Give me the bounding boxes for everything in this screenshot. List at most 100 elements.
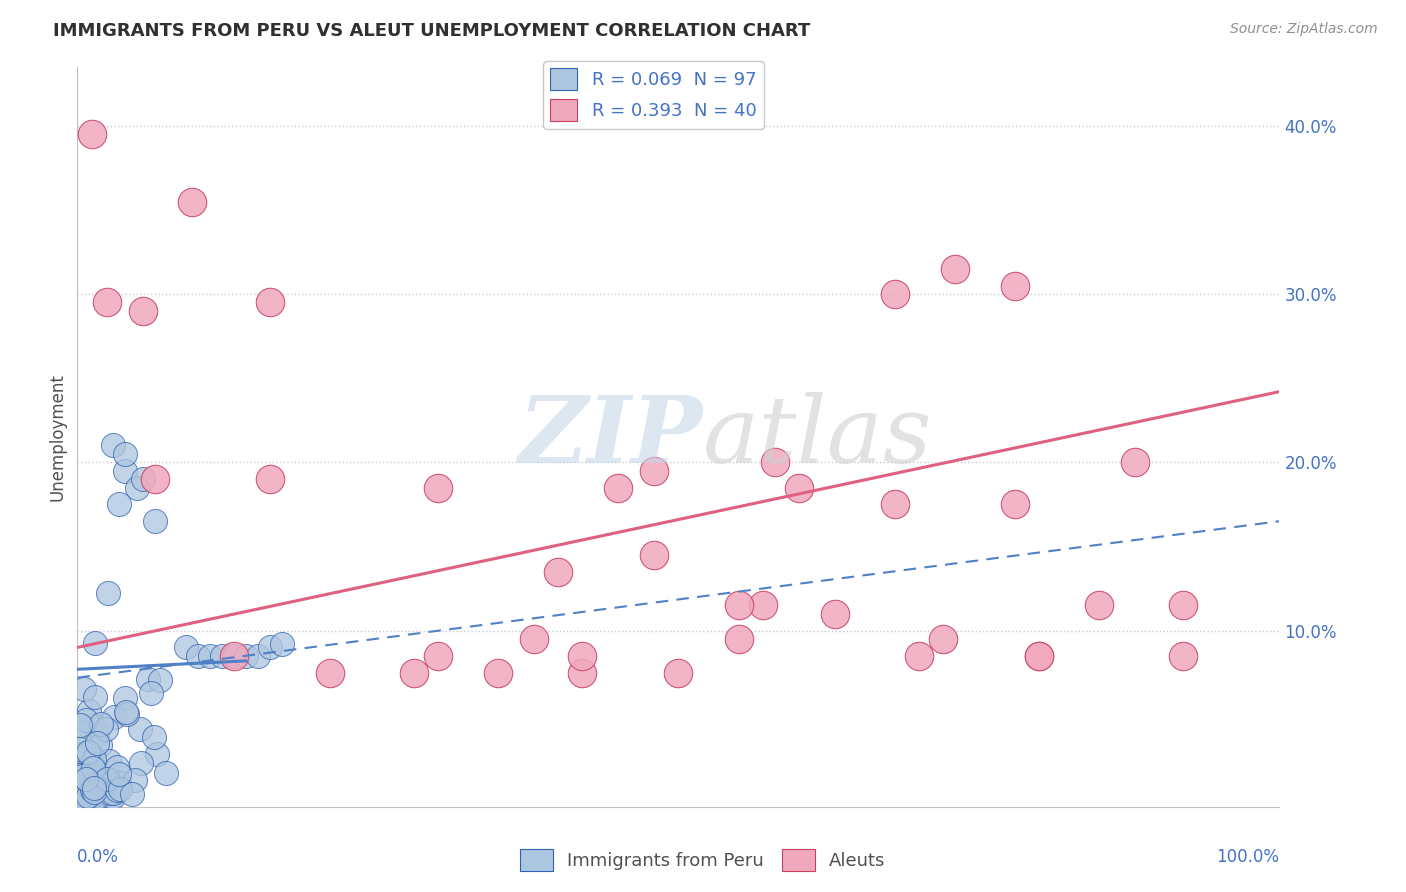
Point <box>246 648 269 663</box>
Point <box>75 714 97 728</box>
Legend: Immigrants from Peru, Aleuts: Immigrants from Peru, Aleuts <box>513 842 893 879</box>
Point <box>79 758 101 772</box>
Point <box>86 736 108 750</box>
Point <box>83 780 105 795</box>
Point <box>70 769 93 783</box>
Point <box>1088 599 1111 613</box>
Point <box>427 648 450 663</box>
Point <box>763 455 786 469</box>
Point <box>100 790 122 805</box>
Point <box>73 681 96 696</box>
Point <box>270 637 292 651</box>
Point <box>259 472 281 486</box>
Point <box>132 472 155 486</box>
Point <box>259 640 281 655</box>
Point <box>108 782 131 797</box>
Point <box>751 599 773 613</box>
Point <box>83 760 105 774</box>
Point <box>96 772 118 786</box>
Point <box>180 194 202 209</box>
Point <box>668 665 690 680</box>
Point <box>1028 648 1050 663</box>
Point <box>607 481 630 495</box>
Point <box>80 789 103 803</box>
Point <box>77 745 100 759</box>
Point <box>76 789 98 803</box>
Text: 100.0%: 100.0% <box>1216 848 1279 866</box>
Point <box>145 514 167 528</box>
Point <box>90 717 112 731</box>
Point <box>69 780 91 795</box>
Point <box>149 673 172 687</box>
Point <box>222 648 245 663</box>
Point <box>1004 497 1026 511</box>
Point <box>83 778 105 792</box>
Point <box>69 768 91 782</box>
Point <box>80 760 103 774</box>
Point <box>84 636 107 650</box>
Point <box>571 648 593 663</box>
Point <box>943 261 966 276</box>
Point <box>643 464 665 478</box>
Point <box>105 759 128 773</box>
Point <box>86 775 108 789</box>
Text: ZIP: ZIP <box>519 392 703 482</box>
Point <box>86 728 108 742</box>
Point <box>136 672 159 686</box>
Point <box>76 767 98 781</box>
Point <box>80 778 103 792</box>
Point <box>79 778 101 792</box>
Point <box>143 730 166 744</box>
Point <box>155 766 177 780</box>
Point <box>121 787 143 801</box>
Point <box>90 780 112 795</box>
Point <box>80 127 103 141</box>
Point <box>129 723 152 737</box>
Point <box>932 632 955 646</box>
Point <box>1173 599 1195 613</box>
Point <box>211 648 233 663</box>
Point <box>82 761 104 775</box>
Point <box>108 776 131 790</box>
Point <box>76 790 98 805</box>
Point <box>547 565 569 579</box>
Point <box>114 690 136 705</box>
Point <box>883 287 905 301</box>
Point <box>115 707 138 722</box>
Point <box>96 295 118 310</box>
Point <box>96 790 118 805</box>
Point <box>79 704 101 718</box>
Point <box>114 464 136 478</box>
Point <box>76 772 98 787</box>
Point <box>115 705 138 719</box>
Point <box>1028 648 1050 663</box>
Point <box>75 772 97 787</box>
Point <box>70 784 93 798</box>
Point <box>105 782 128 797</box>
Point <box>80 772 103 787</box>
Point <box>486 665 509 680</box>
Point <box>69 741 91 756</box>
Point <box>908 648 931 663</box>
Point <box>84 690 107 705</box>
Point <box>76 779 98 793</box>
Point <box>89 739 111 753</box>
Point <box>145 747 167 761</box>
Point <box>98 786 121 800</box>
Point <box>727 599 749 613</box>
Point <box>108 766 131 780</box>
Point <box>69 786 91 800</box>
Point <box>70 790 93 805</box>
Point <box>141 686 163 700</box>
Point <box>222 648 245 663</box>
Point <box>319 665 342 680</box>
Point <box>83 752 105 766</box>
Point <box>523 632 546 646</box>
Point <box>727 632 749 646</box>
Point <box>83 784 105 798</box>
Point <box>82 784 104 798</box>
Point <box>1123 455 1146 469</box>
Point <box>103 438 125 452</box>
Point <box>77 746 100 760</box>
Point <box>643 548 665 562</box>
